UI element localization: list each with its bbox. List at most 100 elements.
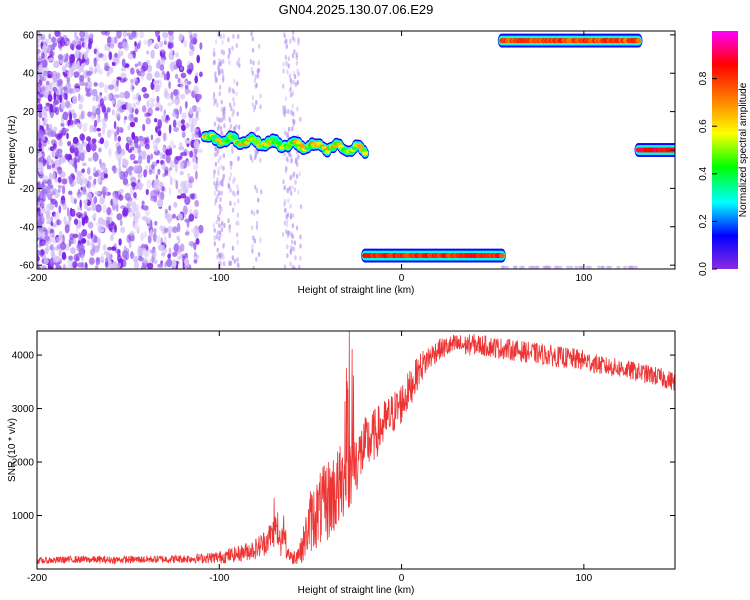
noise-speck [118, 165, 122, 175]
noise-speck [118, 194, 124, 201]
noise-speck [293, 37, 296, 43]
noise-speck [216, 254, 219, 260]
noise-speck [52, 143, 57, 150]
noise-speck [298, 264, 301, 269]
x-tick-label: -100 [209, 573, 229, 584]
noise-speck [128, 113, 134, 122]
noise-speck [156, 95, 160, 103]
noise-speck [44, 229, 49, 236]
noise-speck [236, 262, 239, 268]
noise-speck [47, 165, 52, 170]
noise-speck [213, 191, 217, 196]
noise-speck [171, 112, 176, 117]
noise-speck [283, 33, 287, 39]
noise-speck [148, 169, 153, 175]
noise-speck [222, 254, 225, 260]
noise-speck [193, 139, 200, 150]
feature-core [362, 151, 369, 156]
noise-speck [199, 42, 203, 50]
noise-speck [222, 173, 225, 179]
noise-speck [282, 62, 285, 67]
noise-speck [194, 251, 197, 257]
noise-speck [230, 106, 233, 112]
noise-speck [193, 128, 199, 133]
snr-ticks: -200 -100 0 100 1000 2000 3000 4000 [12, 331, 675, 584]
noise-speck [108, 147, 112, 158]
noise-speck [126, 197, 133, 202]
noise-speck [187, 150, 190, 155]
noise-speck [236, 257, 239, 263]
noise-speck [231, 148, 234, 154]
noise-speck [153, 80, 156, 85]
noise-speck [282, 68, 285, 74]
noise-speck [86, 192, 92, 200]
noise-speck [157, 168, 161, 175]
noise-speck [232, 109, 235, 115]
noise-speck [190, 123, 194, 128]
noise-speck [150, 153, 154, 160]
noise-speck [223, 261, 226, 267]
noise-speck [251, 248, 254, 254]
noise-speck [287, 109, 290, 114]
snr-xlabel: Height of straight line (km) [298, 585, 415, 596]
noise-speck [166, 258, 173, 268]
noise-speck [213, 52, 216, 57]
noise-speck [133, 117, 138, 123]
noise-speck [68, 159, 74, 165]
noise-speck [134, 206, 139, 213]
noise-speck [219, 131, 223, 137]
noise-speck [178, 141, 183, 149]
noise-speck [231, 45, 234, 51]
noise-speck [608, 265, 613, 269]
noise-speck [144, 112, 151, 118]
noise-speck [117, 135, 122, 142]
noise-speck [189, 150, 193, 158]
noise-speck [164, 169, 169, 177]
noise-speck [68, 175, 73, 185]
colorbar-tick-label: 0.0 [698, 262, 709, 276]
noise-speck [141, 200, 145, 206]
feature-core [232, 135, 238, 140]
noise-speck [152, 232, 157, 242]
noise-speck [190, 194, 196, 200]
noise-speck [180, 119, 185, 125]
noise-speck [108, 66, 114, 74]
noise-speck [113, 120, 117, 130]
noise-speck [219, 164, 223, 170]
noise-speck [49, 184, 54, 189]
x-tick-label: 0 [399, 573, 405, 584]
noise-speck [197, 148, 203, 153]
noise-speck [535, 265, 540, 269]
noise-speck [547, 265, 552, 269]
noise-speck [77, 206, 81, 211]
noise-speck [217, 235, 220, 241]
noise-speck [259, 237, 262, 243]
noise-speck [81, 238, 87, 244]
noise-speck [184, 140, 191, 144]
noise-speck [159, 64, 165, 71]
noise-speck [61, 178, 68, 185]
noise-speck [68, 119, 74, 126]
noise-speck [154, 84, 160, 93]
noise-speck [252, 265, 255, 269]
noise-speck [50, 198, 57, 205]
noise-speck [149, 39, 153, 46]
noise-speck [42, 175, 49, 182]
noise-speck [48, 185, 53, 189]
noise-speck [78, 93, 81, 102]
noise-speck [56, 244, 62, 249]
noise-speck [252, 60, 255, 66]
noise-speck [59, 96, 62, 102]
noise-speck [141, 105, 147, 113]
noise-speck [117, 258, 123, 264]
noise-speck [59, 242, 67, 251]
y-tick-label: 60 [23, 30, 35, 41]
noise-speck [119, 219, 123, 227]
noise-speck [233, 79, 236, 84]
noise-speck [172, 251, 178, 257]
noise-speck [290, 239, 294, 245]
noise-speck [144, 208, 150, 217]
noise-speck [180, 80, 184, 90]
noise-speck [173, 201, 178, 208]
noise-speck [96, 222, 100, 227]
